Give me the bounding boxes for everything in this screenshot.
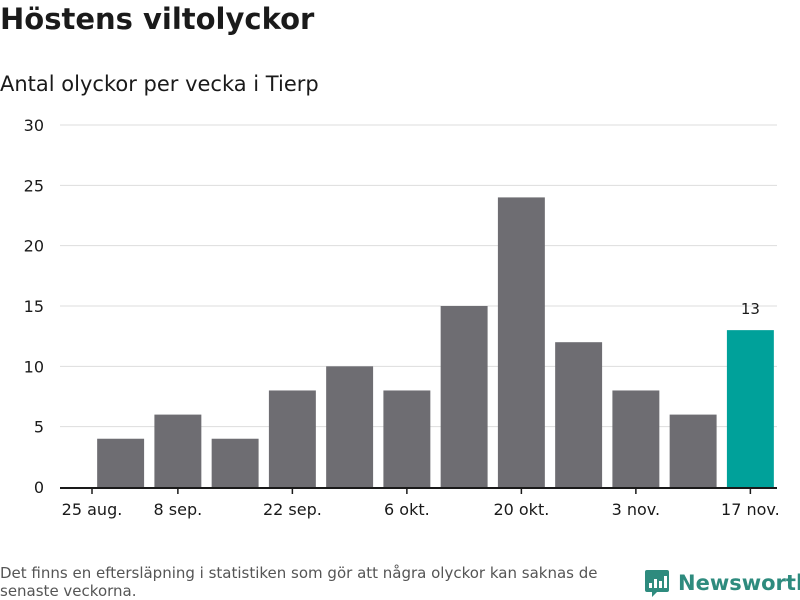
y-tick-label: 0 bbox=[34, 478, 44, 497]
newsworthy-logo-icon bbox=[645, 570, 669, 597]
x-tick-label: 25 aug. bbox=[62, 500, 123, 519]
data-label: 13 bbox=[741, 300, 760, 318]
footnote: Det finns en eftersläpning i statistiken… bbox=[0, 564, 598, 600]
bar-highlighted bbox=[726, 330, 774, 487]
y-axis-ticks: 0 5 10 15 20 25 30 bbox=[24, 116, 44, 497]
bar bbox=[555, 342, 603, 487]
y-tick-label: 15 bbox=[24, 297, 44, 316]
bar bbox=[612, 390, 660, 487]
bar bbox=[440, 306, 488, 487]
bar bbox=[669, 414, 717, 487]
bars bbox=[97, 197, 774, 487]
bar bbox=[497, 197, 545, 487]
x-tick-label: 17 nov. bbox=[721, 500, 780, 519]
x-tick-label: 6 okt. bbox=[384, 500, 430, 519]
bar bbox=[154, 414, 202, 487]
x-tick-label: 20 okt. bbox=[493, 500, 549, 519]
y-tick-label: 25 bbox=[24, 176, 44, 195]
gridlines bbox=[60, 124, 777, 428]
x-axis-ticks: 25 aug. 8 sep. 22 sep. 6 okt. 20 okt. 3 nov. 1… bbox=[62, 488, 780, 519]
x-tick-label: 8 sep. bbox=[154, 500, 203, 519]
bar bbox=[97, 438, 145, 487]
y-tick-label: 30 bbox=[24, 116, 44, 135]
y-tick-label: 10 bbox=[24, 357, 44, 376]
y-tick-label: 5 bbox=[34, 418, 44, 437]
bar bbox=[211, 438, 259, 487]
x-tick-label: 3 nov. bbox=[612, 500, 661, 519]
data-labels: 13 bbox=[741, 300, 760, 318]
y-tick-label: 20 bbox=[24, 237, 44, 256]
brand: Newsworthy bbox=[644, 568, 800, 598]
chart-title: Höstens viltolyckor bbox=[0, 2, 315, 36]
bar bbox=[326, 366, 374, 487]
x-tick-label: 22 sep. bbox=[263, 500, 322, 519]
chart-subtitle: Antal olyckor per vecka i Tierp bbox=[0, 72, 319, 96]
bar bbox=[268, 390, 316, 487]
brand-name: Newsworthy bbox=[678, 571, 800, 595]
bar bbox=[383, 390, 431, 487]
